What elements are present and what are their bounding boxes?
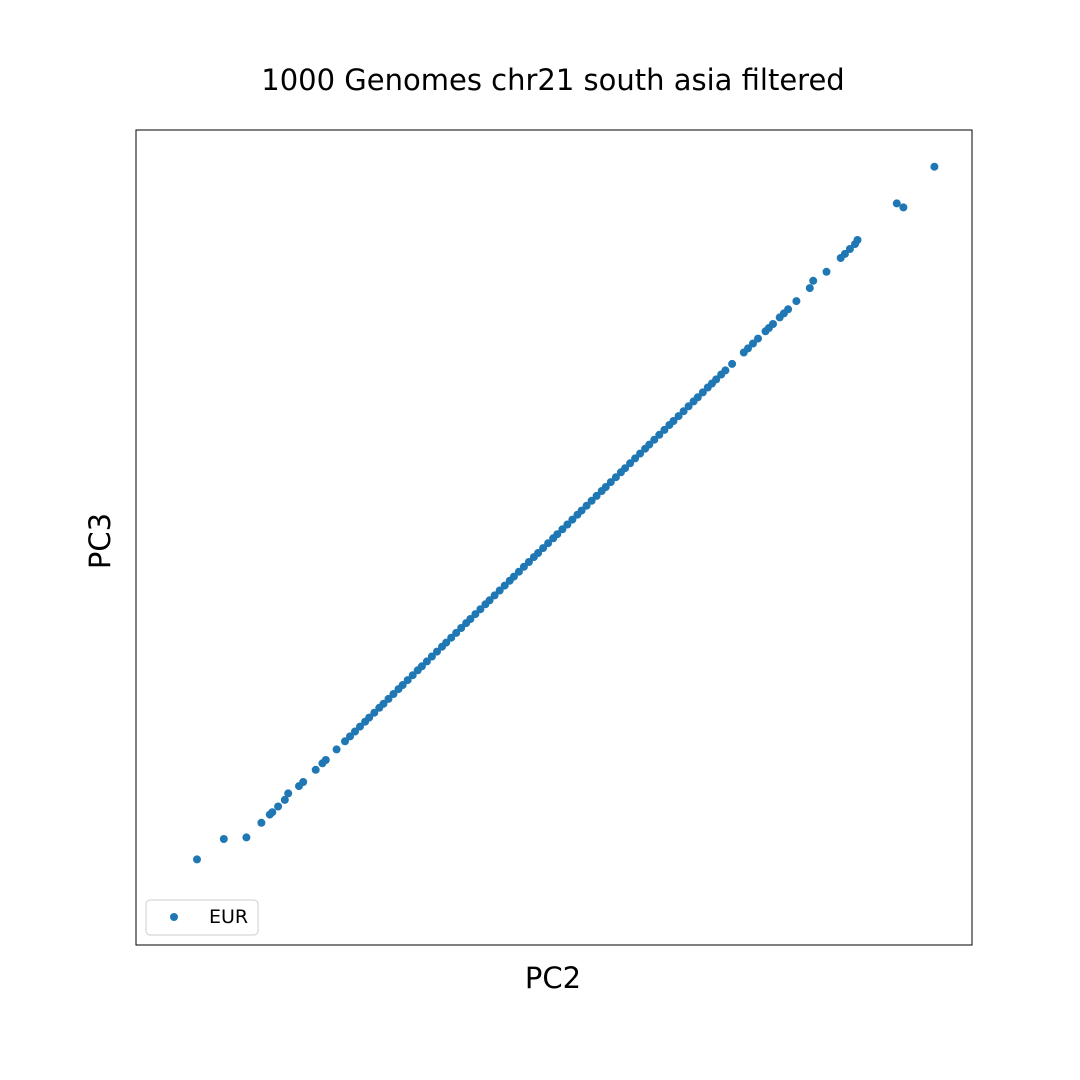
data-point: [332, 745, 341, 754]
data-point: [573, 510, 582, 519]
data-point: [519, 562, 528, 571]
legend: EUR: [145, 899, 259, 936]
data-point: [822, 267, 831, 276]
data-point: [341, 737, 349, 746]
data-point: [684, 402, 693, 411]
x-axis-label: PC2: [525, 961, 581, 995]
data-point: [655, 430, 664, 439]
data-point: [413, 666, 422, 675]
data-point: [892, 199, 901, 208]
data-point: [792, 297, 801, 306]
legend-frame: [145, 899, 259, 936]
data-point: [631, 454, 640, 463]
data-points: [193, 162, 939, 864]
data-point: [749, 339, 757, 348]
data-point: [717, 370, 726, 379]
data-point: [375, 703, 384, 712]
data-point: [257, 818, 266, 827]
legend-marker-eur: [170, 913, 178, 921]
data-point: [351, 727, 359, 736]
data-point: [370, 708, 379, 717]
data-point: [539, 544, 548, 553]
data-point: [636, 449, 645, 458]
data-point: [427, 652, 436, 661]
data-point: [438, 642, 446, 651]
data-point: [433, 647, 441, 656]
data-point: [616, 468, 625, 477]
data-point: [660, 425, 669, 434]
data-point: [845, 245, 854, 253]
data-point: [728, 359, 737, 368]
data-point: [761, 327, 770, 336]
data-point: [549, 534, 558, 543]
data-point: [219, 835, 228, 843]
data-point: [242, 833, 251, 842]
data-point: [587, 496, 596, 505]
legend-label-eur: EUR: [209, 906, 248, 928]
data-point: [703, 383, 712, 392]
data-point: [318, 759, 327, 768]
data-point: [665, 421, 674, 429]
data-point: [471, 610, 480, 619]
data-point: [558, 525, 567, 534]
data-point: [481, 600, 490, 609]
data-point: [809, 276, 818, 285]
data-point: [641, 444, 650, 453]
data-point: [544, 539, 553, 548]
data-point: [650, 435, 659, 444]
data-point: [193, 855, 201, 864]
data-point: [563, 520, 572, 529]
data-point: [582, 501, 591, 510]
data-point: [739, 348, 748, 357]
data-point: [389, 690, 398, 698]
data-point: [698, 388, 707, 397]
data-point: [851, 240, 859, 249]
data-point: [524, 558, 533, 566]
y-axis-label: PC3: [83, 513, 117, 569]
data-point: [606, 478, 615, 487]
data-point: [568, 515, 577, 524]
data-point: [689, 397, 698, 406]
data-point: [514, 567, 523, 576]
data-point: [679, 407, 688, 416]
data-point: [284, 789, 293, 798]
data-point: [626, 459, 635, 468]
data-point: [490, 591, 499, 600]
data-point: [311, 765, 320, 774]
data-point: [500, 581, 509, 590]
data-point: [597, 487, 606, 495]
data-point: [930, 162, 939, 171]
data-point: [505, 576, 514, 585]
data-point: [529, 553, 538, 562]
data-point: [280, 795, 289, 804]
data-point: [674, 412, 683, 421]
data-point: [754, 334, 762, 343]
data-point: [422, 657, 431, 666]
data-point: [265, 810, 274, 819]
data-point: [361, 717, 370, 726]
data-point: [836, 254, 845, 262]
data-point: [457, 624, 466, 632]
plot-area-frame: [135, 129, 973, 946]
data-point: [346, 732, 354, 741]
data-point: [899, 203, 908, 212]
data-point: [394, 685, 403, 694]
data-point: [805, 284, 814, 293]
data-point: [447, 633, 456, 642]
data-point: [775, 313, 784, 322]
data-point: [495, 586, 504, 595]
data-point: [274, 802, 283, 811]
chart-title: 1000 Genomes chr21 south asia filtered: [261, 63, 844, 97]
data-point: [408, 671, 417, 680]
data-point: [403, 676, 412, 685]
data-point: [356, 722, 364, 731]
data-point: [476, 605, 485, 614]
data-point: [452, 628, 461, 637]
data-point: [384, 694, 393, 703]
data-point: [592, 491, 601, 500]
data-point: [611, 473, 620, 482]
data-point: [462, 619, 471, 628]
data-point: [295, 782, 303, 791]
